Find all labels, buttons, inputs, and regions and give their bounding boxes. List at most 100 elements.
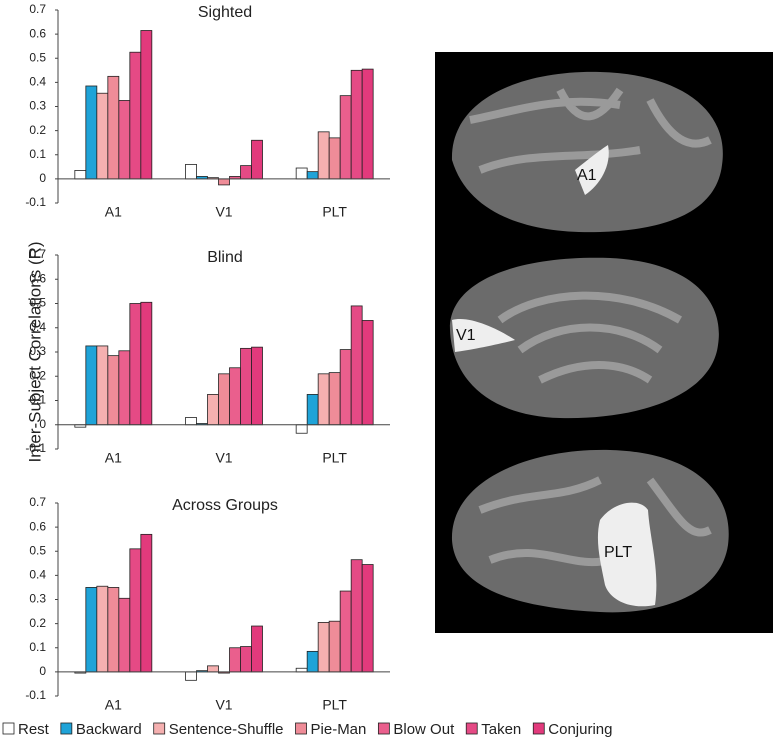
y-tick-label: 0.7: [29, 495, 46, 509]
chart-title: Blind: [207, 249, 243, 266]
bar: [96, 92, 109, 180]
bar: [317, 622, 330, 673]
y-tick-label: 0.3: [29, 592, 46, 606]
y-tick-label: 0: [39, 664, 46, 678]
bar: [140, 301, 153, 426]
y-tick-label: 0.5: [29, 296, 46, 310]
x-tick-label: A1: [105, 204, 122, 220]
brain-roi: [575, 145, 609, 195]
bar: [118, 597, 131, 673]
bar: [295, 667, 308, 673]
bar: [350, 559, 363, 673]
bar: [251, 139, 263, 180]
y-tick-label: -0.1: [25, 195, 46, 209]
y-tick-label: 0.7: [29, 247, 46, 261]
bar: [240, 347, 252, 426]
bar: [140, 533, 153, 673]
y-tick-label: 0.6: [29, 271, 46, 285]
bar: [306, 394, 319, 426]
bar: [361, 68, 374, 180]
bar: [207, 394, 219, 426]
bar: [339, 590, 352, 673]
bar: [85, 345, 98, 426]
brain-roi: [597, 502, 657, 607]
bar: [96, 345, 109, 426]
y-tick-label: 0.6: [29, 26, 46, 40]
bar: [317, 131, 330, 180]
bar: [129, 303, 142, 426]
bar: [118, 350, 131, 426]
y-tick-label: 0.2: [29, 123, 46, 137]
bar: [339, 95, 352, 180]
bar: [96, 585, 109, 673]
legend-label: Taken: [481, 721, 521, 738]
bar: [339, 349, 352, 426]
x-tick-label: V1: [215, 204, 232, 220]
legend-label: Rest: [18, 721, 50, 738]
x-tick-label: A1: [105, 697, 122, 713]
legend-swatch: [532, 722, 545, 735]
x-tick-label: PLT: [322, 450, 347, 466]
y-tick-label: 0.3: [29, 99, 46, 113]
y-tick-label: 0.7: [29, 2, 46, 16]
y-tick-label: -0.1: [25, 441, 46, 455]
bar: [328, 372, 341, 426]
y-tick-label: 0.1: [29, 640, 46, 654]
bar: [207, 665, 219, 673]
bar: [240, 165, 252, 180]
bar: [129, 548, 142, 673]
brain-roi: [452, 319, 515, 352]
bar: [317, 373, 330, 426]
bar: [350, 69, 363, 180]
roi-label: V1: [456, 327, 476, 344]
bar: [295, 424, 308, 434]
bar: [295, 167, 308, 180]
bar: [251, 346, 263, 426]
bar: [361, 564, 374, 673]
bar: [85, 587, 98, 673]
chart-title: Across Groups: [172, 497, 278, 514]
brain-gyri: [497, 291, 683, 384]
legend-swatch: [60, 722, 73, 735]
roi-label: A1: [577, 167, 597, 184]
y-tick-label: 0.4: [29, 568, 46, 582]
legend-label: Backward: [76, 721, 142, 738]
y-tick-label: 0: [39, 171, 46, 185]
bar: [185, 671, 197, 681]
legend-label: Pie-Man: [311, 721, 367, 738]
x-tick-label: PLT: [322, 204, 347, 220]
y-tick-label: 0.5: [29, 50, 46, 64]
legend-label: Sentence-Shuffle: [169, 721, 284, 738]
bar: [107, 587, 120, 673]
y-tick-label: -0.1: [25, 688, 46, 702]
bar: [218, 178, 230, 186]
y-tick-label: 0.1: [29, 147, 46, 161]
x-tick-label: PLT: [322, 697, 347, 713]
x-tick-label: A1: [105, 450, 122, 466]
x-tick-label: V1: [215, 697, 232, 713]
legend-swatch: [295, 722, 307, 735]
bar: [306, 650, 319, 673]
chart-title: Sighted: [198, 4, 252, 21]
bar: [328, 620, 341, 673]
legend-swatch: [2, 722, 15, 735]
bar: [361, 320, 374, 426]
y-tick-label: 0.3: [29, 344, 46, 358]
brain-gyri: [478, 476, 712, 567]
bar: [350, 305, 363, 426]
x-tick-label: V1: [215, 450, 232, 466]
bar: [85, 85, 98, 180]
bar: [251, 625, 263, 673]
y-tick-label: 0.4: [29, 75, 46, 89]
roi-label: PLT: [604, 544, 632, 561]
y-tick-label: 0.6: [29, 519, 46, 533]
brain-panel: A1 V1 PLT: [435, 52, 773, 633]
y-tick-label: 0.5: [29, 543, 46, 557]
bar: [107, 355, 120, 426]
legend-label: Blow Out: [393, 721, 455, 738]
y-tick-label: 0.2: [29, 368, 46, 382]
bar: [185, 417, 197, 426]
brain-gyri: [469, 87, 712, 174]
legend-swatch: [465, 722, 478, 735]
